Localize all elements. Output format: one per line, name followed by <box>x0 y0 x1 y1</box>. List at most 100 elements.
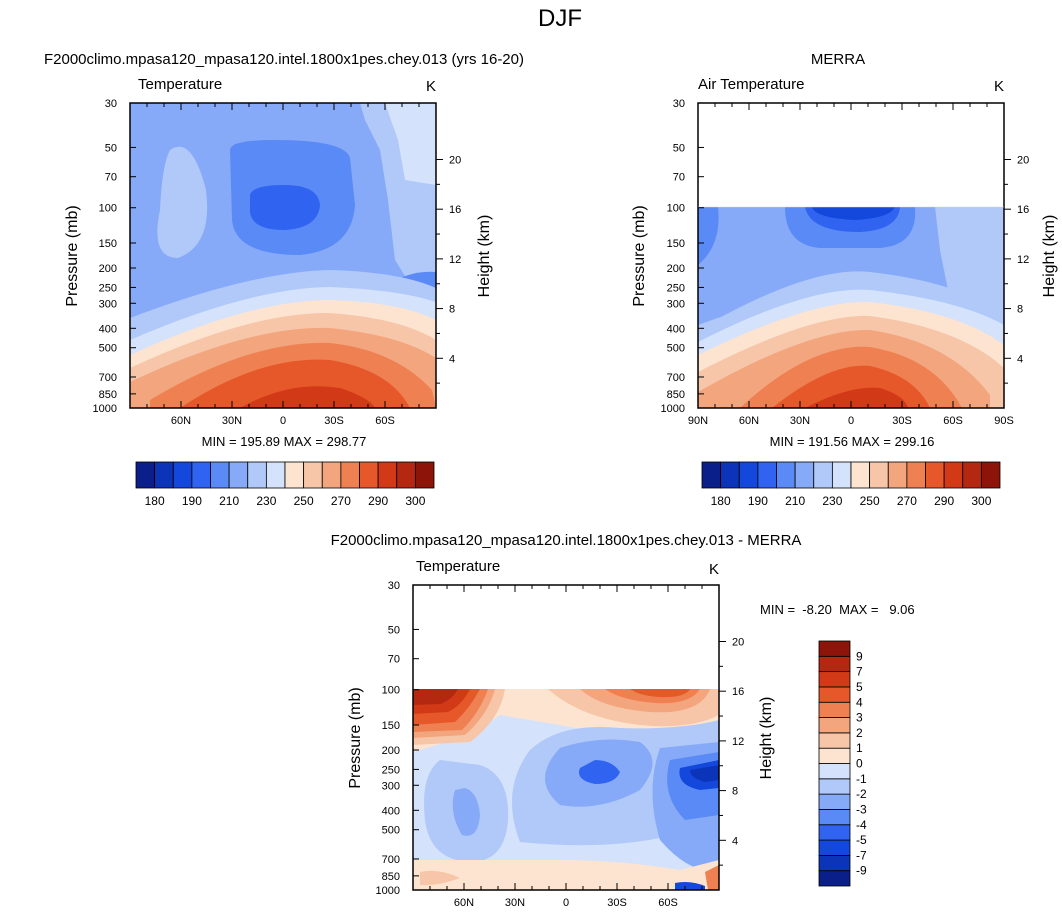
colorbar-swatch <box>701 461 722 489</box>
colorbar-label: 190 <box>182 494 202 508</box>
pressure-tick-label: 30 <box>105 98 117 110</box>
lat-tick-label: 90N <box>688 415 708 427</box>
pressure-tick-label: 300 <box>382 780 400 792</box>
colorbar-obs: 180 190 210 230 250 270 290 300 <box>701 461 1001 508</box>
colorbar-swatch <box>813 461 833 489</box>
colorbar-label: 250 <box>294 494 314 508</box>
height-tick-label: 20 <box>732 636 744 648</box>
y-axis-label: Pressure (mb) <box>64 205 81 306</box>
pressure-tick-label: 500 <box>99 343 117 355</box>
lat-tick-label: 60N <box>739 415 759 427</box>
colorbar-swatch <box>818 686 851 703</box>
colorbar-label: 230 <box>256 494 276 508</box>
colorbar-label: 2 <box>856 726 863 740</box>
colorbar-swatch <box>831 461 852 489</box>
pressure-tick-label: 70 <box>105 172 117 184</box>
colorbar-swatch <box>414 461 435 489</box>
colorbar-label: 300 <box>971 494 991 508</box>
colorbar-swatch <box>818 640 851 657</box>
colorbar-label: 180 <box>145 494 165 508</box>
colorbar-swatch <box>818 655 851 673</box>
panel-diff: F2000climo.mpasa120_mpasa120.intel.1800x… <box>331 532 915 909</box>
contour-field <box>698 207 1004 408</box>
lat-tick-label: 30N <box>222 415 242 427</box>
colorbar-swatch <box>818 732 851 749</box>
pressure-axis: 30 50 70 100 150 200 250 300 400 500 700 850 1000 <box>661 98 704 415</box>
colorbar-swatch <box>906 461 926 489</box>
lat-tick-label: 0 <box>848 415 854 427</box>
contour-field <box>413 689 719 890</box>
pressure-tick-label: 200 <box>382 745 400 757</box>
pressure-tick-label: 250 <box>382 764 400 776</box>
colorbar-label: -9 <box>856 864 867 878</box>
colorbar-swatch <box>359 461 379 489</box>
colorbar-swatch <box>818 824 851 841</box>
colorbar-swatch <box>776 461 796 489</box>
pressure-tick-label: 1000 <box>661 403 685 415</box>
lat-tick-label: 0 <box>563 897 569 909</box>
colorbar-label: 210 <box>219 494 239 508</box>
latitude-axis: 60N 30N 0 30S 60S <box>429 585 703 909</box>
pressure-tick-label: 100 <box>99 203 117 215</box>
panel-title: MERRA <box>811 51 865 68</box>
pressure-tick-label: 400 <box>667 323 685 335</box>
colorbar-swatch <box>818 701 851 718</box>
left-title: Air Temperature <box>698 76 804 93</box>
colorbar-swatch <box>135 461 156 489</box>
height-tick-label: 4 <box>1017 353 1023 365</box>
height-tick-label: 8 <box>732 786 738 798</box>
units-label: K <box>709 561 719 578</box>
colorbar-swatch <box>340 461 360 489</box>
pressure-tick-label: 300 <box>667 298 685 310</box>
panel-title: F2000climo.mpasa120_mpasa120.intel.1800x… <box>331 532 802 549</box>
colorbar-swatch <box>396 461 416 489</box>
colorbar-swatch <box>818 839 851 856</box>
pressure-axis: 30 50 70 100 150 200 250 300 400 500 700 850 1000 <box>93 98 136 415</box>
latitude-axis: 60N 30N 0 30S 60S <box>146 103 420 427</box>
colorbar-label: 230 <box>822 494 842 508</box>
colorbar-label: 210 <box>785 494 805 508</box>
colorbar-label: -2 <box>856 787 867 801</box>
lat-tick-label: 60S <box>658 897 678 909</box>
pressure-tick-label: 30 <box>388 580 400 592</box>
colorbar-swatch <box>210 461 230 489</box>
colorbar-swatch <box>247 461 267 489</box>
colorbar-swatch <box>980 461 1001 489</box>
pressure-tick-label: 700 <box>667 372 685 384</box>
colorbar-swatch <box>818 747 851 764</box>
panel-title: F2000climo.mpasa120_mpasa120.intel.1800x… <box>44 51 524 68</box>
height-tick-label: 16 <box>449 204 461 216</box>
height-axis: 20 16 12 8 4 <box>719 636 744 866</box>
colorbar-swatch <box>818 763 851 780</box>
pressure-tick-label: 50 <box>105 142 117 154</box>
lat-tick-label: 30S <box>324 415 344 427</box>
colorbar-swatch <box>191 461 211 489</box>
colorbar-swatch <box>818 870 851 887</box>
colorbar-label: 1 <box>856 741 863 755</box>
colorbar-label: 270 <box>897 494 917 508</box>
colorbar-swatch <box>887 461 908 489</box>
pressure-tick-label: 850 <box>382 871 400 883</box>
pressure-tick-label: 400 <box>382 805 400 817</box>
units-label: K <box>426 78 436 95</box>
height-tick-label: 20 <box>1017 154 1029 166</box>
contour-field <box>130 103 436 408</box>
pressure-tick-label: 700 <box>99 372 117 384</box>
figure-title: DJF <box>538 5 582 32</box>
height-tick-label: 4 <box>732 835 738 847</box>
pressure-tick-label: 150 <box>382 720 400 732</box>
colorbar-swatch <box>818 854 851 872</box>
height-tick-label: 8 <box>449 304 455 316</box>
colorbar-label: 180 <box>711 494 731 508</box>
colorbar-label: 9 <box>856 649 863 663</box>
colorbar-swatch <box>869 461 889 489</box>
colorbar-label: 290 <box>368 494 388 508</box>
colorbar-label: -3 <box>856 802 867 816</box>
y2-axis-label: Height (km) <box>476 215 493 298</box>
lat-tick-label: 30N <box>790 415 810 427</box>
pressure-tick-label: 500 <box>667 343 685 355</box>
y2-axis-label: Height (km) <box>1041 215 1058 298</box>
colorbar-swatch <box>818 793 851 810</box>
height-axis: 20 16 12 8 4 <box>436 154 461 384</box>
